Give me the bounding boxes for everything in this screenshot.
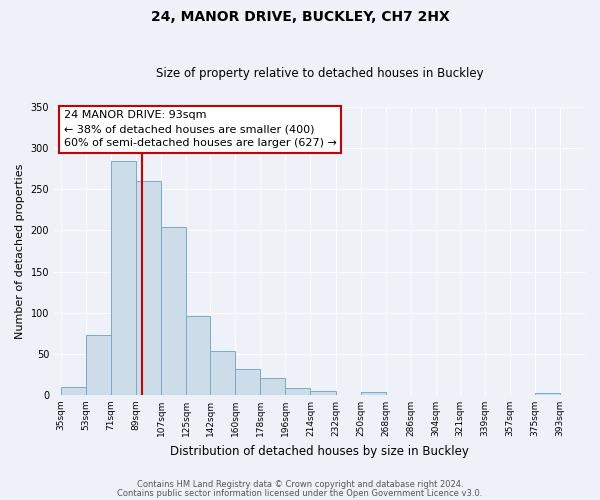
- X-axis label: Distribution of detached houses by size in Buckley: Distribution of detached houses by size …: [170, 444, 469, 458]
- Bar: [61, 386, 86, 395]
- Text: 24 MANOR DRIVE: 93sqm
← 38% of detached houses are smaller (400)
60% of semi-det: 24 MANOR DRIVE: 93sqm ← 38% of detached …: [64, 110, 337, 148]
- Bar: [235, 370, 260, 395]
- Bar: [161, 227, 187, 395]
- Bar: [535, 394, 560, 395]
- Bar: [310, 391, 335, 395]
- Bar: [187, 316, 210, 395]
- Bar: [210, 350, 235, 395]
- Bar: [111, 160, 136, 395]
- Bar: [86, 335, 111, 395]
- Text: Contains HM Land Registry data © Crown copyright and database right 2024.: Contains HM Land Registry data © Crown c…: [137, 480, 463, 489]
- Text: Contains public sector information licensed under the Open Government Licence v3: Contains public sector information licen…: [118, 488, 482, 498]
- Bar: [260, 378, 286, 395]
- Title: Size of property relative to detached houses in Buckley: Size of property relative to detached ho…: [156, 66, 484, 80]
- Bar: [286, 388, 310, 395]
- Bar: [136, 181, 161, 395]
- Y-axis label: Number of detached properties: Number of detached properties: [15, 164, 25, 338]
- Bar: [361, 392, 386, 395]
- Text: 24, MANOR DRIVE, BUCKLEY, CH7 2HX: 24, MANOR DRIVE, BUCKLEY, CH7 2HX: [151, 10, 449, 24]
